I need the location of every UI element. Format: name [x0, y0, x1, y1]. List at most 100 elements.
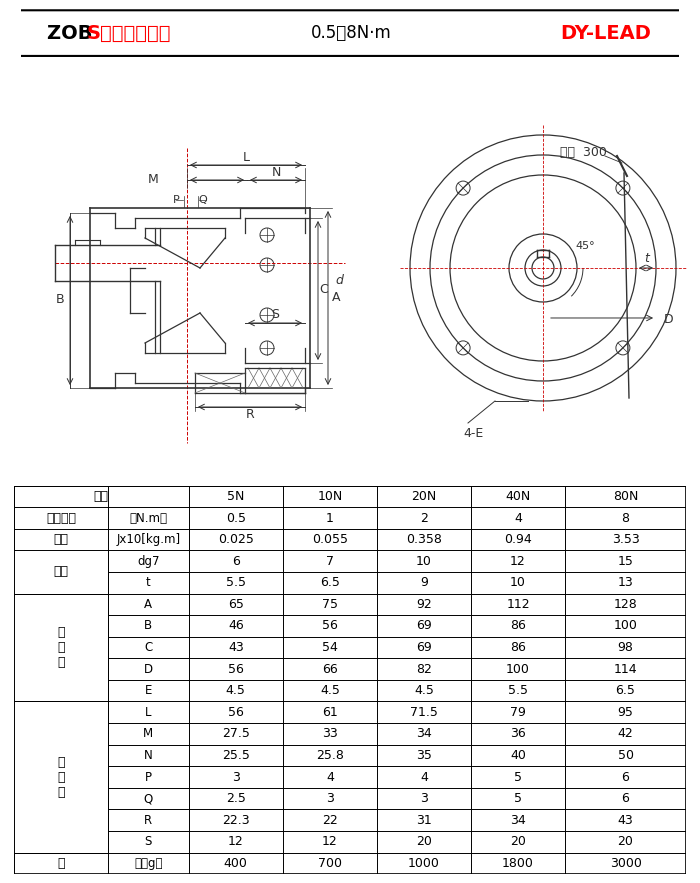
- Text: 79: 79: [510, 706, 526, 719]
- Text: 0.055: 0.055: [312, 533, 348, 546]
- Text: 40: 40: [510, 749, 526, 762]
- Text: 1000: 1000: [408, 857, 440, 870]
- Text: 40N: 40N: [505, 490, 531, 503]
- Text: DY-LEAD: DY-LEAD: [561, 24, 652, 42]
- Text: R: R: [144, 814, 153, 826]
- Text: 50: 50: [617, 749, 634, 762]
- Text: （N.m）: （N.m）: [130, 511, 167, 525]
- Text: 6.5: 6.5: [615, 684, 636, 698]
- Text: 10: 10: [510, 577, 526, 589]
- Text: 轴
方
向: 轴 方 向: [57, 691, 65, 734]
- Text: 量（g）: 量（g）: [134, 857, 162, 870]
- Text: 轴径: 轴径: [53, 565, 69, 578]
- Text: 42: 42: [617, 728, 634, 740]
- Text: 4.5: 4.5: [226, 684, 246, 698]
- Text: R: R: [246, 409, 254, 421]
- Text: S: S: [145, 835, 152, 849]
- Text: 20: 20: [617, 835, 634, 849]
- Text: 型号: 型号: [94, 490, 109, 503]
- Text: 4: 4: [420, 771, 428, 783]
- Text: dg7: dg7: [137, 555, 160, 568]
- Bar: [14, 593, 108, 701]
- Text: E: E: [145, 684, 152, 698]
- Text: 0.358: 0.358: [406, 533, 442, 546]
- Text: 质: 质: [57, 857, 65, 870]
- Text: 43: 43: [228, 641, 244, 654]
- Text: 86: 86: [510, 641, 526, 654]
- Text: N: N: [272, 167, 281, 179]
- Text: 34: 34: [416, 728, 432, 740]
- Text: 4: 4: [326, 771, 334, 783]
- Text: 6.5: 6.5: [320, 577, 340, 589]
- Text: 69: 69: [416, 620, 432, 632]
- Text: 線長  300: 線長 300: [559, 147, 606, 160]
- Text: 34: 34: [510, 814, 526, 826]
- Text: 80N: 80N: [612, 490, 638, 503]
- Text: 75: 75: [322, 598, 338, 611]
- Text: N: N: [144, 749, 153, 762]
- Text: 10: 10: [416, 555, 432, 568]
- Text: S: S: [271, 308, 279, 321]
- Text: 0.025: 0.025: [218, 533, 253, 546]
- Text: C: C: [320, 283, 328, 297]
- Text: B: B: [56, 293, 64, 306]
- Text: M: M: [144, 728, 153, 740]
- Text: 20N: 20N: [412, 490, 437, 503]
- Text: 22.3: 22.3: [222, 814, 250, 826]
- Text: 3.53: 3.53: [612, 533, 639, 546]
- Text: 0.5: 0.5: [226, 511, 246, 525]
- Text: 82: 82: [416, 662, 432, 675]
- Text: 径
方
向: 径 方 向: [57, 626, 65, 669]
- Text: 3: 3: [420, 792, 428, 805]
- Text: 100: 100: [614, 620, 638, 632]
- Text: 2: 2: [420, 511, 428, 525]
- Text: 5: 5: [514, 792, 522, 805]
- Text: 13: 13: [617, 577, 634, 589]
- Text: d: d: [335, 275, 343, 288]
- Text: 12: 12: [510, 555, 526, 568]
- Text: 3: 3: [232, 771, 239, 783]
- Text: 8: 8: [622, 511, 629, 525]
- Text: 66: 66: [322, 662, 337, 675]
- Text: 98: 98: [617, 641, 634, 654]
- Text: 0.94: 0.94: [504, 533, 532, 546]
- Text: 700: 700: [318, 857, 342, 870]
- Text: 46: 46: [228, 620, 244, 632]
- Text: Q: Q: [144, 792, 153, 805]
- Text: 43: 43: [617, 814, 634, 826]
- Text: 5.5: 5.5: [226, 577, 246, 589]
- Text: 径
方
向: 径 方 向: [57, 583, 65, 626]
- Text: 12: 12: [228, 835, 244, 849]
- Text: S型磁粉制动器: S型磁粉制动器: [87, 24, 172, 42]
- Text: 5.5: 5.5: [508, 684, 528, 698]
- Text: 4-E: 4-E: [463, 427, 483, 441]
- Text: 轴径: 轴径: [53, 555, 69, 568]
- Text: 1: 1: [326, 511, 334, 525]
- Text: 4.5: 4.5: [320, 684, 340, 698]
- Text: D: D: [144, 662, 153, 675]
- Text: Q: Q: [199, 195, 207, 205]
- Text: A: A: [144, 598, 153, 611]
- Text: 0.5～8N·m: 0.5～8N·m: [311, 24, 391, 42]
- Text: 65: 65: [228, 598, 244, 611]
- Text: L: L: [242, 152, 249, 164]
- Text: 128: 128: [614, 598, 638, 611]
- Bar: [14, 550, 108, 593]
- Text: 12: 12: [322, 835, 337, 849]
- Text: 95: 95: [617, 706, 634, 719]
- Text: 61: 61: [322, 706, 337, 719]
- Text: 22: 22: [322, 814, 337, 826]
- Text: P: P: [173, 195, 179, 205]
- Text: M: M: [148, 173, 158, 186]
- Text: 56: 56: [228, 662, 244, 675]
- Text: D: D: [664, 313, 674, 327]
- Text: 86: 86: [510, 620, 526, 632]
- Text: 4.5: 4.5: [414, 684, 434, 698]
- Text: L: L: [145, 706, 152, 719]
- Text: 56: 56: [228, 706, 244, 719]
- Text: 9: 9: [420, 577, 428, 589]
- Text: t: t: [645, 253, 650, 266]
- Text: 114: 114: [614, 662, 637, 675]
- Text: 20: 20: [510, 835, 526, 849]
- Text: 54: 54: [322, 641, 338, 654]
